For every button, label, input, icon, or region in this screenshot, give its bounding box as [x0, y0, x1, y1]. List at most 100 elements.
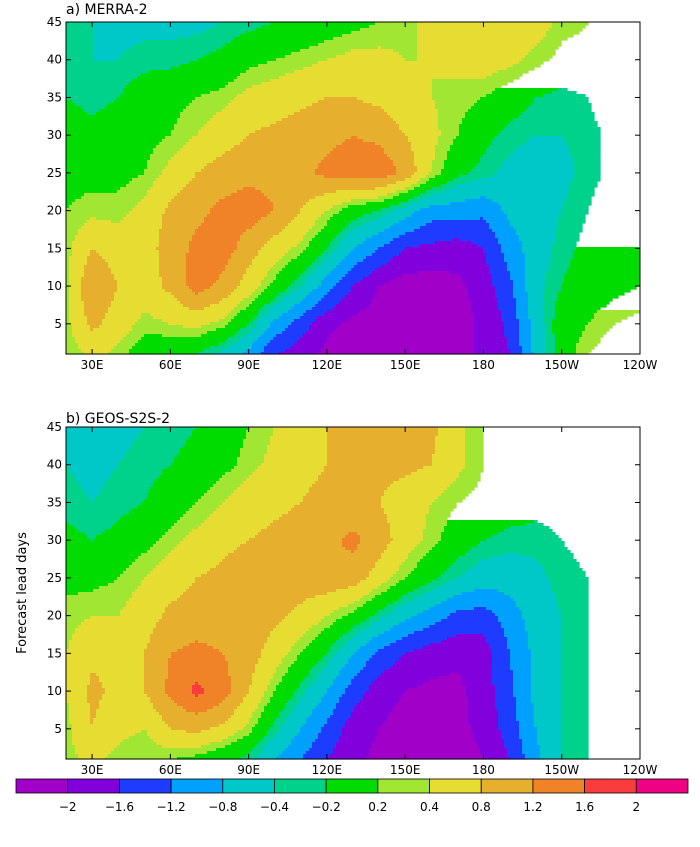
- panel-b-field-cell: [390, 523, 427, 527]
- panel-b-field-cell: [174, 457, 238, 461]
- panel-a-y-tick-label: 25: [47, 166, 62, 180]
- panel-a-field-cell: [303, 205, 334, 209]
- colorbar-tick-label: −1.6: [105, 800, 134, 814]
- panel-a-field-cell: [507, 268, 526, 272]
- panel-a-field-cell: [300, 109, 385, 113]
- panel-a-field-cell: [483, 217, 508, 221]
- panel-a-field-cell: [132, 79, 235, 83]
- panel-b-field-cell: [132, 442, 187, 446]
- panel-a-field-cell: [81, 349, 112, 353]
- panel-a-field-cell: [66, 100, 73, 104]
- panel-a-field-cell: [204, 124, 271, 128]
- panel-b-field-cell: [384, 670, 493, 674]
- panel-a-field-cell: [228, 346, 253, 350]
- panel-a-field-cell: [300, 208, 331, 212]
- panel-a-field-cell: [507, 343, 520, 347]
- panel-b-field-cell: [192, 685, 202, 689]
- panel-a-field-cell: [468, 109, 526, 113]
- colorbar-swatch: [222, 778, 275, 794]
- panel-b-field-cell: [66, 586, 100, 590]
- panel-b-field-cell: [516, 718, 535, 722]
- panel-a-field-cell: [432, 94, 487, 98]
- colorbar-tick-label: −0.8: [208, 800, 237, 814]
- panel-a-field-cell: [378, 232, 406, 236]
- panel-a-field-cell: [489, 226, 514, 230]
- panel-a-field-cell: [66, 118, 178, 122]
- panel-b-field-cell: [195, 640, 199, 644]
- panel-b-field-cell: [270, 679, 283, 683]
- panel-b-field-cell: [396, 607, 430, 611]
- panel-a-field-cell: [411, 148, 436, 152]
- panel-a-field-cell: [558, 220, 586, 224]
- panel-a-field-cell: [108, 262, 160, 266]
- panel-a-field-cell: [66, 220, 88, 224]
- panel-b-field-cell: [66, 571, 124, 575]
- panel-b-field-cell: [162, 616, 286, 620]
- panel-a-field-cell: [444, 166, 475, 170]
- panel-a-field-cell: [162, 277, 187, 281]
- panel-b-field-cell: [258, 754, 280, 758]
- panel-a-field-cell: [258, 64, 313, 68]
- panel-b-field-cell: [276, 667, 289, 671]
- panel-a-field-cell: [168, 202, 217, 206]
- panel-a-field-cell: [273, 205, 304, 209]
- panel-b-field-cell: [156, 625, 277, 629]
- panel-a-field-cell: [93, 46, 133, 50]
- panel-b-field-cell: [426, 520, 448, 524]
- panel-b-field-cell: [279, 622, 319, 626]
- panel-b-field: [66, 427, 589, 760]
- panel-a-field-cell: [66, 199, 76, 203]
- panel-a-field-cell: [432, 193, 568, 197]
- panel-b-field-cell: [492, 535, 559, 539]
- panel-b-y-tick-label: 5: [54, 722, 62, 736]
- panel-b-field-cell: [294, 706, 316, 710]
- panel-b-field-cell: [318, 736, 340, 740]
- panel-b-field-cell: [129, 736, 151, 740]
- panel-b-field-cell: [144, 658, 169, 662]
- panel-b-field-cell: [162, 559, 223, 563]
- panel-a-field-cell: [75, 337, 124, 341]
- panel-b-field-cell: [510, 526, 550, 530]
- panel-a-field-cell: [210, 91, 244, 95]
- panel-a-field-cell: [162, 286, 190, 290]
- panel-a-field-cell: [195, 229, 247, 233]
- panel-b-field-cell: [516, 700, 532, 704]
- panel-b-field-cell: [321, 730, 343, 734]
- panel-b-field-cell: [162, 745, 202, 749]
- panel-b-field-cell: [225, 745, 256, 749]
- panel-b-field-cell: [66, 637, 73, 641]
- panel-a-field-cell: [72, 250, 91, 254]
- panel-b-field-cell: [66, 589, 94, 593]
- panel-a-field-cell: [345, 274, 370, 278]
- panel-a-field-cell: [201, 94, 238, 98]
- panel-a-field-cell: [84, 268, 112, 272]
- panel-b-field-cell: [174, 700, 223, 704]
- panel-b-field-cell: [204, 493, 232, 497]
- panel-a-field-cell: [138, 175, 160, 179]
- panel-b-field-cell: [312, 667, 325, 671]
- panel-b-field-cell: [537, 733, 562, 737]
- panel-a-x-tick-label: 30E: [81, 358, 104, 372]
- panel-b-field-cell: [345, 691, 367, 695]
- panel-a-field-cell: [552, 319, 592, 323]
- panel-a-field-cell: [504, 211, 562, 215]
- panel-a-field-cell: [420, 178, 430, 182]
- panel-b-field-cell: [486, 640, 508, 644]
- panel-a-field-cell: [303, 283, 322, 287]
- panel-b-field-cell: [558, 607, 589, 611]
- panel-b-field-cell: [117, 577, 145, 581]
- panel-b-field-cell: [216, 748, 253, 752]
- panel-a-field-cell: [411, 202, 451, 206]
- panel-a-field-cell: [66, 190, 118, 194]
- panel-a-field-cell: [552, 253, 574, 257]
- panel-b-field-cell: [192, 529, 262, 533]
- panel-a-field-cell: [297, 214, 322, 218]
- panel-a-field-cell: [114, 100, 193, 104]
- panel-a-field-cell: [384, 244, 421, 248]
- panel-b-field-cell: [204, 520, 274, 524]
- panel-a-field-cell: [459, 124, 508, 128]
- panel-a-field-cell: [525, 274, 547, 278]
- panel-b-field-cell: [489, 643, 508, 647]
- panel-b-field-cell: [492, 652, 511, 656]
- panel-a-field-cell: [420, 226, 490, 230]
